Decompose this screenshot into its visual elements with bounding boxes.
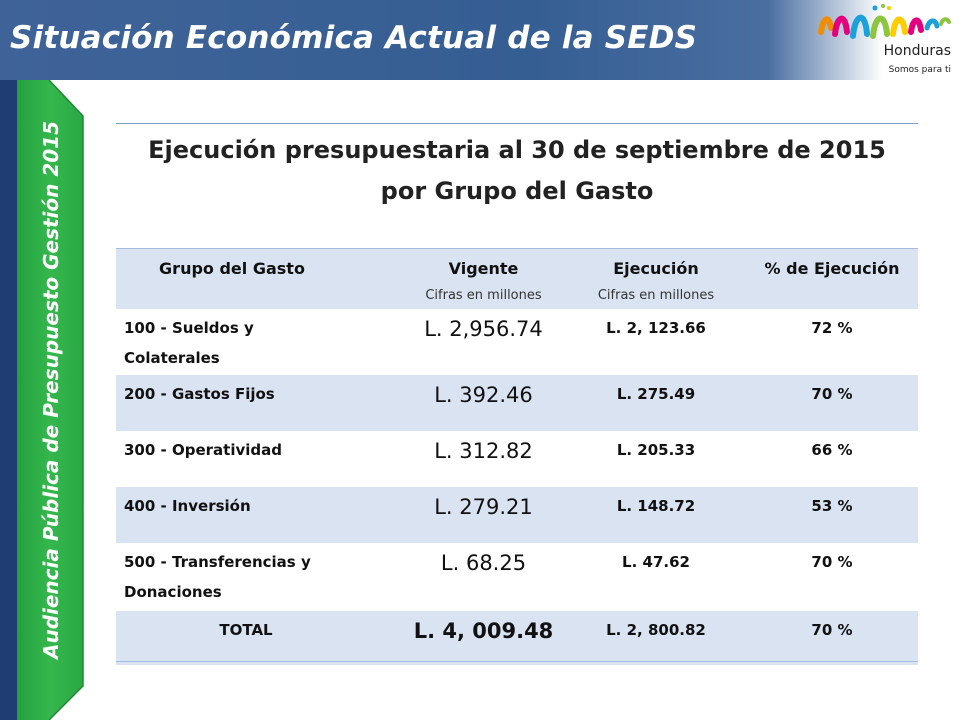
table-header-row: Grupo del Gasto Vigente Cifras en millon… [116, 248, 918, 309]
header-ejecucion: Ejecución [613, 259, 699, 278]
logo-slogan-text: Somos para ti [888, 65, 951, 75]
row-name-line-1: 100 - Sueldos y [124, 319, 254, 337]
table-title: Ejecución presupuestaria al 30 de septie… [116, 130, 918, 212]
logo-country-text: Honduras [883, 43, 951, 59]
row-ejecucion: L. 2, 123.66 [606, 319, 706, 337]
table-title-line-1: Ejecución presupuestaria al 30 de septie… [148, 136, 886, 164]
table-row: 100 - Sueldos y Colaterales L. 2,956.74 … [116, 309, 918, 375]
header-ejecucion-sub: Cifras en millones [597, 288, 715, 303]
row-pct: 66 % [811, 441, 853, 459]
table-row: 400 - Inversión L. 279.21 L. 148.72 53 % [116, 487, 918, 543]
row-name-line-2: Donaciones [124, 583, 222, 601]
side-navy-stripe [0, 80, 17, 720]
total-vigente: L. 4, 009.48 [413, 619, 554, 643]
header-pct: % de Ejecución [764, 259, 900, 278]
row-pct: 70 % [811, 385, 853, 403]
row-ejecucion: L. 148.72 [616, 497, 696, 515]
row-pct: 53 % [811, 497, 853, 515]
row-name: 200 - Gastos Fijos [124, 385, 275, 403]
header-vigente: Vigente [448, 259, 519, 278]
honduras-logo: Honduras Somos para ti [815, 2, 955, 78]
honduras-logo-mark-icon [818, 4, 951, 39]
row-ejecucion: L. 47.62 [622, 553, 690, 571]
table-title-line-2: por Grupo del Gasto [380, 177, 654, 205]
page-title: Situación Económica Actual de la SEDS [10, 20, 698, 56]
row-pct: 72 % [811, 319, 853, 337]
table-row: 500 - Transferencias y Donaciones L. 68.… [116, 543, 918, 611]
row-name: 100 - Sueldos y Colaterales [124, 313, 364, 373]
side-green-tab [17, 80, 84, 720]
row-pct: 70 % [811, 553, 853, 571]
row-ejecucion: L. 205.33 [616, 441, 696, 459]
row-name-line-2: Colaterales [124, 349, 220, 367]
row-name: 400 - Inversión [124, 497, 251, 515]
table-total-row: TOTAL L. 4, 009.48 L. 2, 800.82 70 % [116, 611, 918, 665]
row-vigente: L. 279.21 [434, 495, 533, 519]
row-vigente: L. 68.25 [440, 551, 527, 575]
total-ejecucion: L. 2, 800.82 [606, 621, 706, 639]
row-vigente: L. 2,956.74 [424, 317, 543, 341]
title-divider [116, 123, 918, 124]
header-grupo: Grupo del Gasto [159, 259, 305, 278]
table-bottom-divider [116, 661, 918, 662]
budget-table: Grupo del Gasto Vigente Cifras en millon… [116, 248, 918, 665]
row-vigente: L. 312.82 [434, 439, 533, 463]
row-name: 300 - Operatividad [124, 441, 282, 459]
row-name-line-1: 500 - Transferencias y [124, 553, 311, 571]
table-row: 200 - Gastos Fijos L. 392.46 L. 275.49 7… [116, 375, 918, 431]
header-bar: Situación Económica Actual de la SEDS Ho… [0, 0, 960, 80]
total-label: TOTAL [219, 621, 273, 639]
side-tab-label: Audiencia Pública de Presupuesto Gestión… [39, 120, 63, 660]
header-vigente-sub: Cifras en millones [425, 288, 542, 303]
row-name: 500 - Transferencias y Donaciones [124, 547, 364, 607]
row-ejecucion: L. 275.49 [616, 385, 696, 403]
row-vigente: L. 392.46 [434, 383, 533, 407]
total-pct: 70 % [811, 621, 853, 639]
table-row: 300 - Operatividad L. 312.82 L. 205.33 6… [116, 431, 918, 487]
